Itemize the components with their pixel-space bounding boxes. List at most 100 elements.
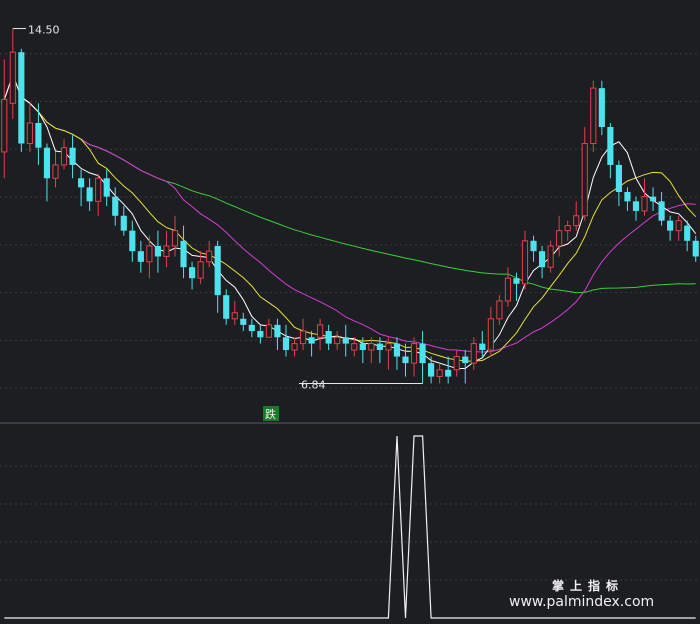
candle-body bbox=[445, 369, 452, 377]
candle-down bbox=[78, 169, 85, 207]
candle-body bbox=[95, 177, 102, 202]
candle-body bbox=[667, 220, 674, 231]
indicator-panel bbox=[4, 435, 696, 619]
candle-body bbox=[521, 240, 529, 285]
candle-up bbox=[675, 215, 682, 241]
candle-down bbox=[342, 324, 349, 357]
candle-body bbox=[649, 196, 657, 202]
candle-down bbox=[35, 103, 42, 165]
indicator-grid bbox=[0, 465, 700, 581]
candle-up bbox=[265, 318, 272, 338]
candle-down bbox=[223, 289, 230, 325]
candle-up bbox=[453, 350, 460, 377]
candle-up bbox=[385, 337, 392, 370]
candle-body bbox=[86, 187, 93, 202]
candle-body bbox=[180, 240, 187, 268]
candle-up bbox=[197, 251, 204, 284]
candle-up bbox=[52, 151, 59, 188]
candle-body bbox=[539, 251, 546, 268]
candle-down bbox=[624, 187, 631, 211]
candle-down bbox=[180, 225, 187, 279]
candle-body bbox=[231, 312, 238, 320]
candle-body bbox=[684, 225, 691, 241]
candle-body bbox=[479, 343, 486, 351]
candle-down bbox=[308, 331, 315, 357]
candle-body bbox=[9, 51, 16, 104]
candle-up bbox=[410, 337, 418, 377]
candle-body bbox=[334, 336, 341, 345]
candle-up bbox=[1, 59, 8, 179]
candle-body bbox=[436, 369, 443, 378]
candle-body bbox=[530, 240, 537, 252]
candle-body bbox=[299, 330, 307, 345]
watermark-url: www.palmindex.com bbox=[509, 594, 654, 610]
candle-up bbox=[351, 337, 358, 357]
candle-body bbox=[342, 337, 349, 344]
candle-body bbox=[52, 164, 59, 179]
candle-body bbox=[308, 337, 315, 344]
candle-body bbox=[197, 261, 204, 279]
candle-down bbox=[428, 356, 435, 384]
candle-up bbox=[496, 295, 503, 325]
candle-up bbox=[470, 337, 477, 370]
candle-down bbox=[189, 261, 196, 290]
candle-body bbox=[547, 245, 554, 268]
candle-body bbox=[69, 147, 76, 165]
candle-down bbox=[615, 160, 622, 207]
candle-down bbox=[129, 220, 136, 262]
candle-body bbox=[393, 343, 401, 357]
candle-body bbox=[163, 245, 170, 257]
candle-body bbox=[112, 196, 119, 216]
candle-body bbox=[402, 356, 409, 364]
candle-body bbox=[78, 178, 85, 188]
candle-up bbox=[581, 127, 588, 221]
candle-down bbox=[684, 220, 691, 252]
candle-down bbox=[393, 337, 401, 370]
candle-body bbox=[598, 88, 605, 128]
candle-body bbox=[385, 343, 392, 351]
candle-body bbox=[171, 230, 179, 247]
candle-up bbox=[26, 103, 33, 152]
candle-down bbox=[513, 272, 520, 301]
candle-down bbox=[103, 169, 110, 207]
candle-body bbox=[675, 220, 682, 232]
candle-body bbox=[189, 267, 196, 279]
candle-body bbox=[487, 318, 494, 351]
candle-down bbox=[69, 135, 76, 179]
candle-up bbox=[368, 337, 375, 364]
moving-averages bbox=[3, 73, 697, 369]
candle-body bbox=[282, 337, 290, 351]
candle-body bbox=[470, 343, 477, 364]
candle-up bbox=[504, 267, 512, 307]
candle-down bbox=[376, 337, 383, 364]
candle-body bbox=[615, 164, 622, 192]
candle-body bbox=[43, 147, 51, 179]
candle-down bbox=[214, 240, 221, 313]
candle-body bbox=[462, 356, 469, 364]
candle-up bbox=[9, 28, 16, 119]
candle-body bbox=[274, 324, 281, 338]
candle-body bbox=[257, 331, 264, 338]
candle-body bbox=[35, 122, 42, 148]
candle-down bbox=[479, 331, 486, 357]
candle-down bbox=[607, 122, 614, 179]
candle-body bbox=[607, 127, 614, 165]
candle-body bbox=[419, 343, 426, 364]
candle-body bbox=[641, 196, 648, 212]
candle-body bbox=[60, 147, 68, 166]
candle-body bbox=[26, 122, 33, 144]
candle-body bbox=[206, 250, 213, 263]
signal-badge bbox=[263, 406, 279, 421]
candle-body bbox=[223, 295, 230, 319]
candle-up bbox=[521, 230, 529, 290]
candle-down bbox=[445, 356, 452, 384]
candle-up bbox=[146, 235, 153, 279]
high-price-label: 14.50 bbox=[28, 24, 60, 37]
candle-up bbox=[547, 240, 554, 273]
candle-down bbox=[120, 206, 127, 236]
candle-body bbox=[573, 215, 580, 227]
candle-body bbox=[692, 240, 699, 257]
candle-body bbox=[1, 98, 8, 153]
